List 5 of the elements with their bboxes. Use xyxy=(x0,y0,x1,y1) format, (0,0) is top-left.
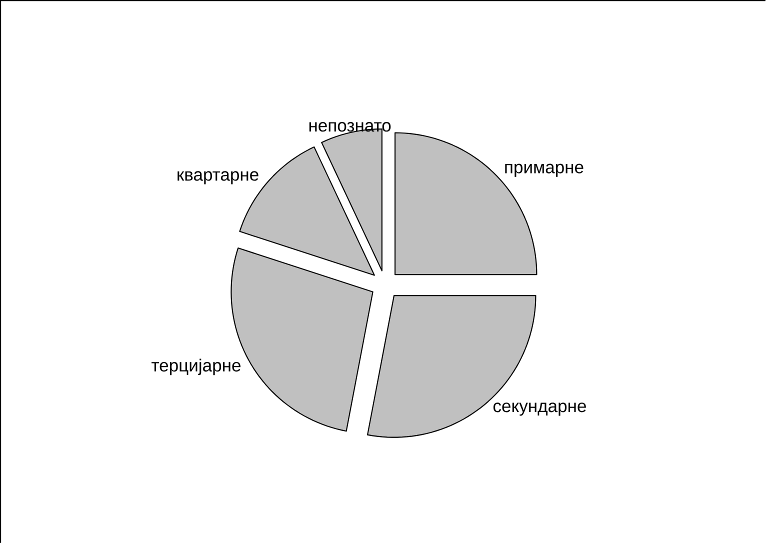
slice-label: примарне xyxy=(505,164,584,177)
slice-label: терцијарне xyxy=(152,358,240,375)
slice-label: квартарне xyxy=(178,170,258,184)
slice-label: непознато xyxy=(309,122,391,132)
slice-label: секундарне xyxy=(493,402,586,416)
